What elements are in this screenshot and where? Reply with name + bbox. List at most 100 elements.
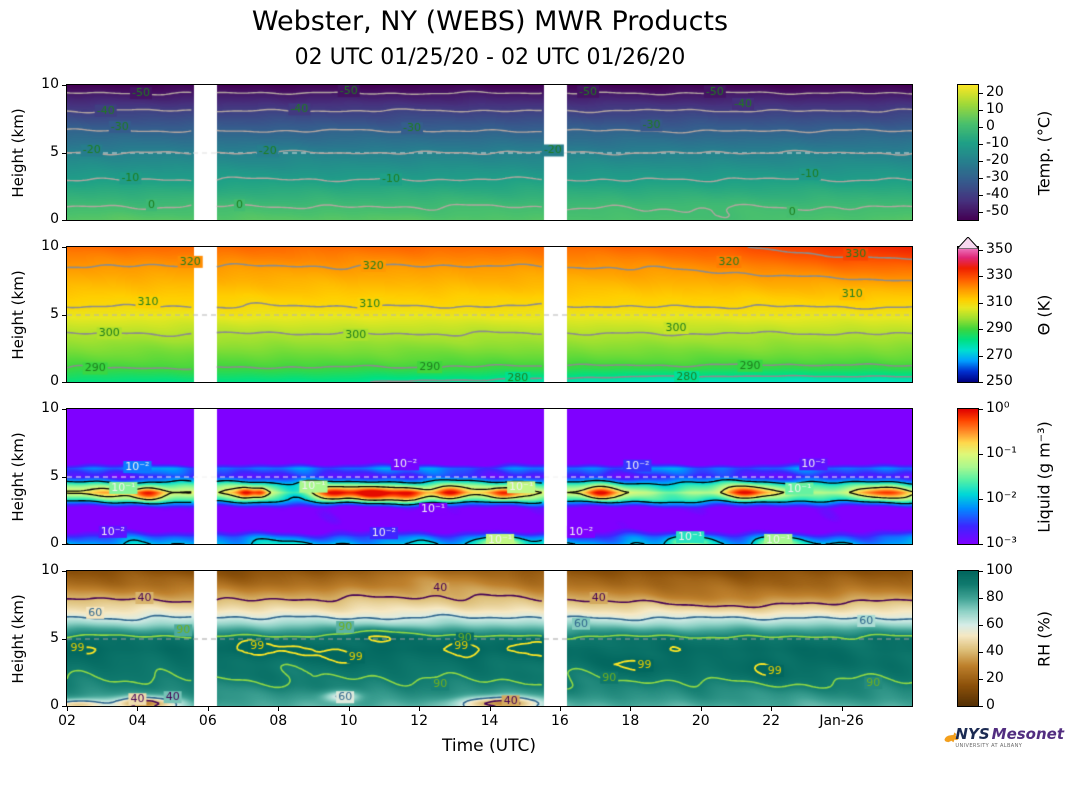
colorbar-tick-label: -40 (986, 185, 1009, 202)
colorbar-frame-relative-humidity (957, 570, 979, 707)
colorbar-tick (979, 454, 983, 455)
colorbar-tick-label: 60 (986, 616, 1004, 632)
y-tick-label: 0 (50, 211, 59, 227)
x-tick-label: 06 (198, 713, 217, 729)
logo-org: NYS (955, 725, 990, 743)
x-tick (841, 707, 843, 711)
colorbar-tick-label: -50 (986, 202, 1009, 219)
colorbar-frame-liquid (957, 408, 979, 545)
nys-mesonet-logo: NYS Mesonet UNIVERSITY AT ALBANY (944, 718, 1064, 758)
x-tick-label: 16 (550, 713, 569, 729)
colorbar-tick-label: -30 (986, 168, 1009, 185)
colorbar-tick (979, 144, 983, 146)
x-tick-label: 10 (339, 713, 358, 729)
colorbar-tick-label: 80 (986, 589, 1004, 605)
y-tick-label: 5 (50, 305, 59, 322)
colorbar-tick-label: 40 (986, 643, 1004, 659)
colorbar-tick (979, 679, 983, 680)
x-tick (137, 707, 139, 711)
y-axis-label: Height (km) (9, 269, 27, 360)
x-tick-label: 22 (762, 713, 781, 729)
colorbar-tick-label: 250 (986, 373, 1013, 389)
colorbar-tick-label: 290 (986, 320, 1013, 337)
x-tick-label: 20 (691, 713, 710, 729)
y-axis-label: Height (km) (9, 431, 27, 522)
x-tick (348, 707, 350, 711)
y-tick (62, 152, 66, 154)
colorbar-tick-label: 10⁻² (986, 490, 1017, 506)
x-tick-label: Jan-26 (819, 713, 864, 729)
x-tick (700, 707, 702, 711)
x-axis-label: Time (UTC) (442, 736, 536, 756)
y-tick-label: 0 (50, 535, 59, 551)
page-title: Webster, NY (WEBS) MWR Products (251, 6, 729, 37)
colorbar-label-potential-temperature: Θ (K) (1034, 294, 1054, 335)
colorbar-tick (979, 211, 983, 213)
colorbar-tick (979, 177, 983, 179)
y-tick (62, 382, 66, 383)
x-tick-label: 12 (410, 713, 428, 729)
y-tick (62, 314, 66, 316)
logo-subtext: UNIVERSITY AT ALBANY (955, 742, 1023, 749)
x-tick-label: 04 (128, 713, 147, 729)
x-tick (419, 707, 421, 711)
colorbar-tick-label: -10 (986, 135, 1009, 152)
y-tick-label: 10 (41, 76, 59, 92)
colorbar-tick-label: 0 (986, 118, 995, 135)
x-tick-label: 14 (480, 713, 499, 729)
panel-frame-potential-temperature (66, 246, 913, 383)
colorbar-liquid (958, 409, 978, 544)
y-tick-label: 0 (50, 697, 59, 713)
x-tick-label: 18 (621, 713, 640, 729)
y-tick (62, 247, 66, 248)
y-tick-label: 10 (41, 238, 59, 254)
x-tick-label: 08 (269, 713, 288, 729)
ny-state-icon (944, 732, 959, 743)
colorbar-tick-label: 10⁻³ (986, 535, 1017, 551)
y-tick (62, 706, 66, 707)
y-tick-label: 5 (50, 467, 59, 484)
y-tick-label: 10 (41, 562, 59, 578)
x-tick (278, 707, 280, 711)
panel-frame-liquid (66, 408, 913, 545)
colorbar-tick (979, 544, 983, 545)
colorbar-tick (979, 302, 983, 304)
colorbar-tick (979, 598, 983, 599)
y-tick-label: 10 (41, 400, 59, 416)
colorbar-tick (979, 160, 983, 162)
colorbar-tick-label: 10 (986, 101, 1004, 118)
y-axis-label: Height (km) (9, 107, 27, 198)
heatmap-relative-humidity (67, 571, 912, 706)
x-tick (559, 707, 561, 711)
y-tick-label: 0 (50, 373, 59, 389)
colorbar-tick-label: 20 (986, 84, 1004, 101)
colorbar-tick-label: 270 (986, 346, 1013, 363)
y-tick-label: 5 (50, 143, 59, 160)
colorbar-potential-temperature (958, 247, 978, 382)
panel-frame-relative-humidity (66, 570, 913, 707)
colorbar-tick (979, 355, 983, 357)
y-tick (62, 476, 66, 478)
colorbar-tick-label: 10⁻¹ (986, 445, 1017, 461)
logo-text: NYS Mesonet UNIVERSITY AT ALBANY (955, 725, 1064, 749)
colorbar-temperature (958, 85, 978, 220)
colorbar-tick-label: 100 (986, 562, 1013, 578)
colorbar-label-liquid: Liquid (g m⁻³) (1034, 420, 1054, 533)
colorbar-label-relative-humidity: RH (%) (1034, 610, 1054, 667)
colorbar-tick (979, 625, 983, 626)
colorbar-tick-label: -20 (986, 151, 1009, 168)
x-tick-label: 02 (58, 713, 76, 729)
colorbar-tick (979, 127, 983, 129)
y-axis-label: Height (km) (9, 593, 27, 684)
y-tick (62, 85, 66, 86)
x-tick (489, 707, 491, 711)
y-tick-label: 5 (50, 629, 59, 646)
y-tick (62, 544, 66, 545)
y-tick (62, 571, 66, 572)
colorbar-tick (979, 276, 983, 278)
colorbar-tick (979, 110, 983, 112)
colorbar-extend-arrow (955, 234, 981, 250)
colorbar-frame-temperature (957, 84, 979, 221)
heatmap-potential-temperature (67, 247, 912, 382)
